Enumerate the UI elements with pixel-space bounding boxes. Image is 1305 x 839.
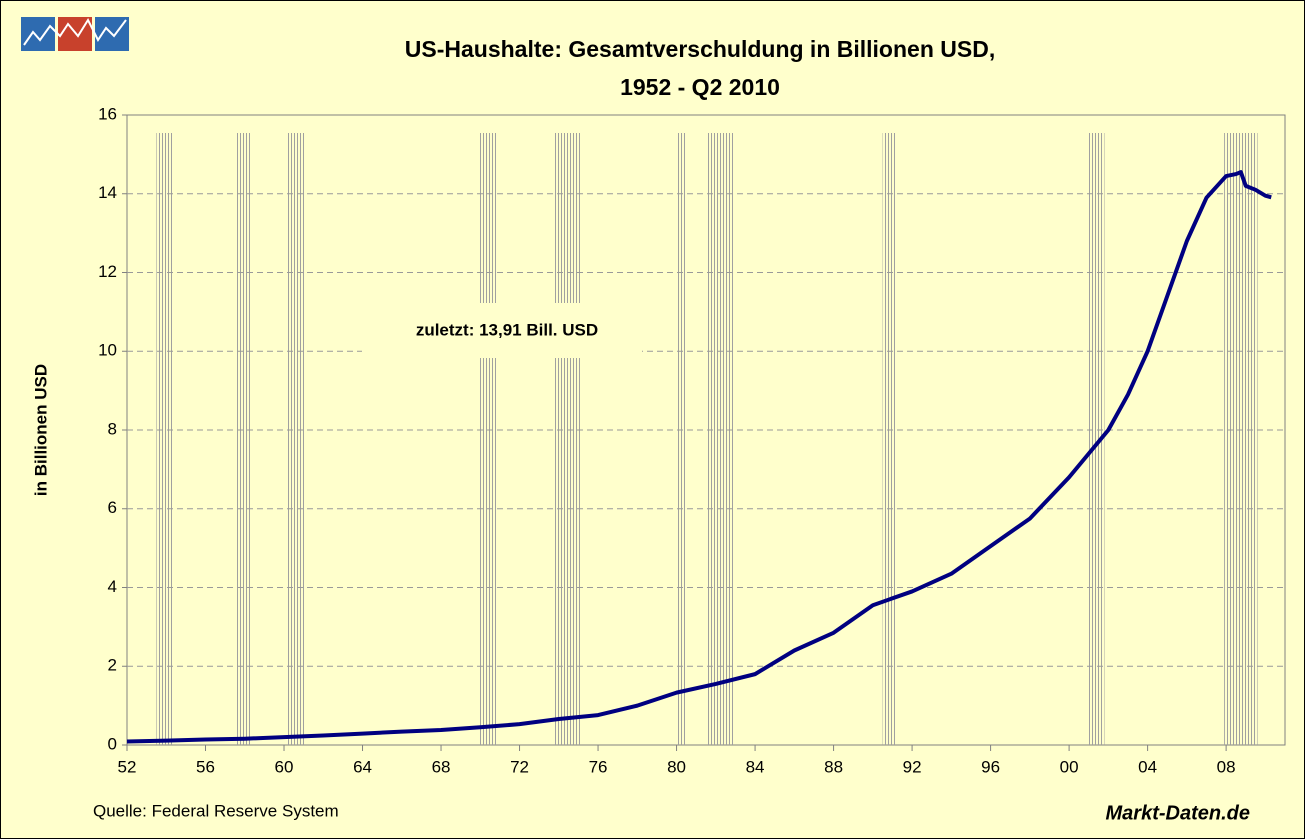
recession-band <box>554 133 581 745</box>
brand: Markt-Daten.de <box>1106 802 1250 824</box>
x-tick-label: 68 <box>432 757 451 776</box>
recession-band <box>1224 133 1258 745</box>
x-tick-label: 76 <box>589 757 608 776</box>
y-tick-label: 12 <box>98 262 117 281</box>
recession-band <box>706 133 734 745</box>
y-axis-label: in Billionen USD <box>31 364 50 496</box>
x-tick-label: 08 <box>1217 757 1236 776</box>
x-tick-label: 52 <box>118 757 137 776</box>
chart-title: 1952 - Q2 2010 <box>620 74 780 100</box>
recession-band <box>156 133 173 745</box>
y-tick-label: 10 <box>98 341 117 360</box>
chart-title: US-Haushalte: Gesamtverschuldung in Bill… <box>405 36 995 62</box>
y-tick-label: 2 <box>108 656 117 675</box>
recession-band <box>478 133 498 745</box>
x-tick-label: 60 <box>275 757 294 776</box>
recession-band <box>287 133 306 745</box>
y-tick-label: 4 <box>108 577 117 596</box>
recession-band <box>236 133 251 745</box>
recession-band <box>676 133 687 745</box>
x-tick-label: 04 <box>1138 757 1157 776</box>
data-line <box>126 170 1272 744</box>
recession-band <box>1088 133 1105 745</box>
recession-band <box>882 133 897 745</box>
x-tick-label: 96 <box>981 757 1000 776</box>
logo <box>21 17 129 51</box>
x-tick-label: 92 <box>903 757 922 776</box>
x-tick-label: 80 <box>667 757 686 776</box>
y-tick-label: 14 <box>98 183 117 202</box>
y-tick-label: 16 <box>98 104 117 123</box>
x-tick-label: 72 <box>510 757 529 776</box>
source: Quelle: Federal Reserve System <box>93 801 339 820</box>
x-tick-label: 88 <box>824 757 843 776</box>
x-tick-label: 56 <box>196 757 215 776</box>
annotation-box <box>362 303 642 358</box>
annotation: zuletzt: 13,91 Bill. USD <box>416 320 598 339</box>
x-tick-label: 84 <box>746 757 765 776</box>
y-tick-label: 8 <box>108 419 117 438</box>
y-tick-label: 6 <box>108 498 117 517</box>
x-tick-label: 00 <box>1060 757 1079 776</box>
y-tick-label: 0 <box>108 734 117 753</box>
x-tick-label: 64 <box>353 757 372 776</box>
